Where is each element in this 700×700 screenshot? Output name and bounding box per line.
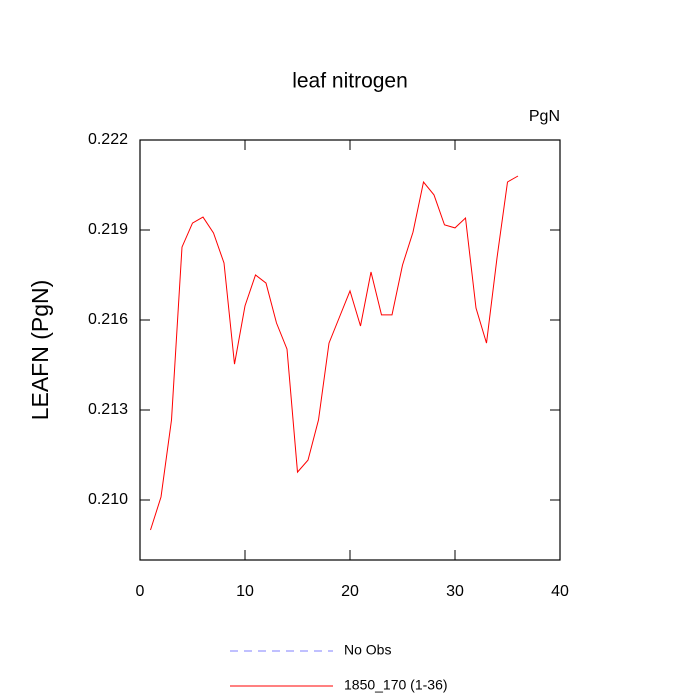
y-tick-label: 0.213 (88, 401, 128, 418)
x-tick-label: 20 (341, 583, 359, 600)
y-tick-label: 0.210 (88, 491, 128, 508)
y-tick-label: 0.219 (88, 221, 128, 238)
y-tick-label: 0.216 (88, 311, 128, 328)
x-tick-label: 10 (236, 583, 254, 600)
x-tick-label: 40 (551, 583, 569, 600)
legend-label: No Obs (344, 642, 391, 658)
y-tick-label: 0.222 (88, 131, 128, 148)
x-tick-label: 30 (446, 583, 464, 600)
x-tick-label: 0 (136, 583, 145, 600)
units-label: PgN (529, 108, 560, 125)
legend-label: 1850_170 (1-36) (344, 677, 448, 693)
plot-frame (139, 139, 561, 561)
chart-title: leaf nitrogen (292, 70, 408, 93)
data-line (150, 175, 519, 531)
y-axis-label: LEAFN (PgN) (27, 280, 53, 421)
